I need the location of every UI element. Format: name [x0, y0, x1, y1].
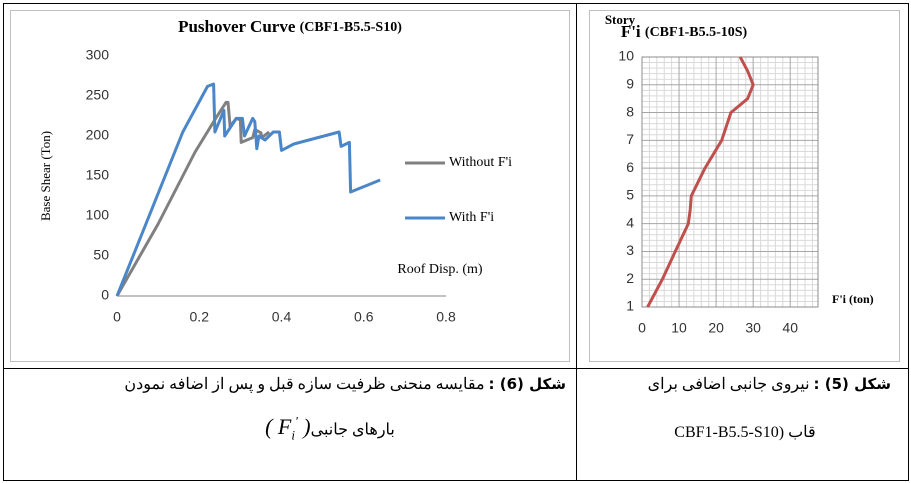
x-tick-label: 40: [782, 320, 798, 336]
y-tick-label: 6: [626, 159, 634, 175]
formula-sub: i: [291, 427, 295, 443]
chart-title: F'i (CBF1-B5.5-10S): [621, 22, 748, 41]
plot-frame: [641, 56, 819, 308]
series-line: [115, 82, 381, 297]
formula-paren: ): [303, 414, 311, 440]
formula-sup: ': [295, 414, 298, 429]
y-tick-label: 150: [86, 167, 110, 183]
caption-text: نیروی جانبی اضافی برای: [647, 376, 810, 393]
y-tick-label: 4: [626, 214, 634, 230]
caption-line: شکل (6) : مقایسه منحنی ظرفیت سازه قبل و …: [124, 374, 566, 394]
x-tick-label: 0.8: [436, 309, 456, 325]
x-tick-label: 30: [745, 320, 761, 336]
title-sub: (CBF1-B5.5-10S): [645, 25, 748, 40]
y-tick-label: 9: [626, 75, 634, 91]
x-tick-label: 0: [638, 320, 646, 336]
caption-label: شکل (6) :: [488, 375, 566, 393]
y-tick-label: 200: [86, 127, 110, 143]
title-main: F'i: [621, 22, 641, 41]
y-tick-label: 10: [618, 48, 634, 64]
x-axis-label: F'i (ton): [832, 292, 874, 306]
y-tick-label: 0: [101, 287, 109, 303]
x-tick-label: 0.6: [354, 309, 374, 325]
x-tick-label: 20: [708, 320, 724, 336]
y-axis-label: Base Shear (Ton): [38, 131, 53, 221]
annotation: Roof Disp. (m): [397, 262, 483, 277]
legend-label: With F'i: [449, 210, 494, 225]
chart-frame: [10, 10, 570, 362]
caption-label: شکل (5) :: [813, 375, 891, 393]
caption-line: شکل (5) : نیروی جانبی اضافی برای: [648, 374, 891, 394]
pushover-chart: 0 50 100 150 200 250 300 0 0.2 0.4 0.6 0.8 Pushover …: [38, 17, 512, 325]
legend-label: Without F'i: [449, 155, 512, 170]
y-axis-label: Story: [605, 12, 636, 27]
caption-text: قاب (CBF1-B5.5-S10: [674, 424, 816, 441]
y-tick-label: 8: [626, 103, 634, 119]
formula-base: F: [277, 414, 292, 440]
title-main: Pushover Curve: [178, 17, 296, 36]
x-tick-label: 0: [113, 309, 121, 325]
formula: ( Fi' ): [265, 414, 311, 443]
y-tick-label: 100: [86, 207, 110, 223]
caption-text: مقایسه منحنی ظرفیت سازه قبل و پس از اضاف…: [124, 376, 485, 393]
caption-text: بارهای جانبی: [310, 421, 395, 439]
x-tick-label: 0.4: [272, 309, 292, 325]
x-tick-label: 10: [671, 320, 687, 336]
x-tick-label: 0.2: [190, 309, 210, 325]
y-tick-label: 3: [626, 242, 634, 258]
chart-title: Pushover Curve (CBF1-B5.5-S10): [178, 17, 402, 36]
title-sub: (CBF1-B5.5-S10): [300, 20, 403, 35]
y-tick-label: 250: [86, 87, 110, 103]
formula-paren: (: [265, 414, 273, 440]
table-cell: [576, 368, 909, 481]
y-tick-label: 7: [626, 131, 634, 147]
caption-line: قاب (CBF1-B5.5-S10: [600, 422, 890, 442]
y-tick-label: 300: [86, 47, 110, 63]
chart-frame: [589, 10, 900, 362]
y-tick-label: 50: [93, 247, 109, 263]
y-tick-label: 2: [626, 270, 634, 286]
caption-line: ( Fi' )بارهای جانبی: [200, 414, 460, 444]
series-line: [646, 56, 755, 308]
y-tick-label: 1: [626, 298, 634, 314]
y-tick-label: 5: [626, 187, 634, 203]
